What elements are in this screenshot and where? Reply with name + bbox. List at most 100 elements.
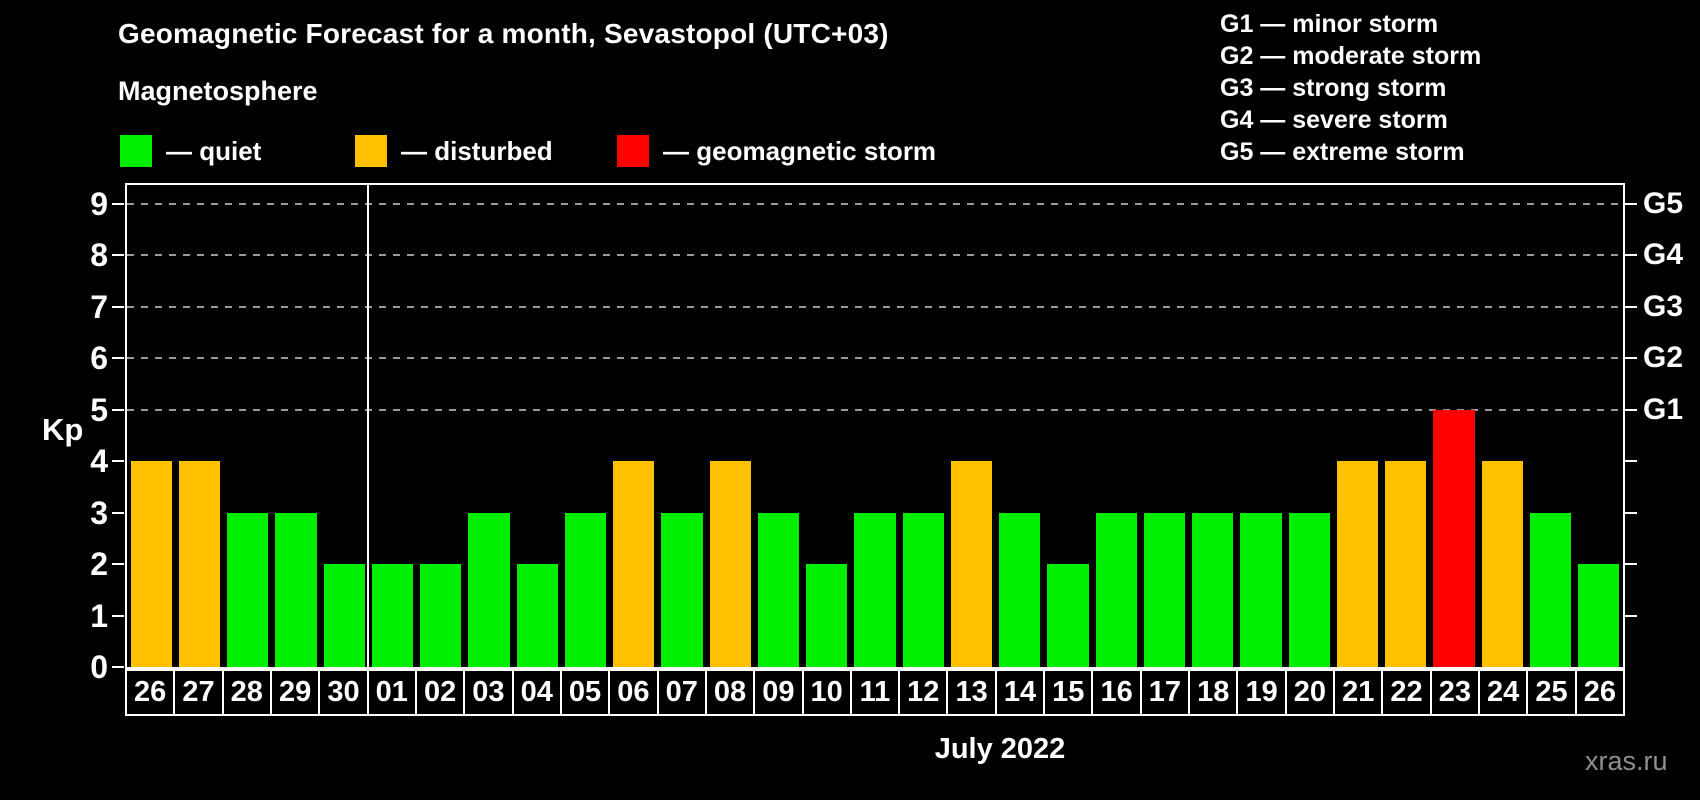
gridline-kp5 xyxy=(127,408,1623,411)
y-axis-tick-label: 9 xyxy=(90,186,108,222)
gridline-kp6 xyxy=(127,357,1623,360)
date-cell: 30 xyxy=(320,671,367,714)
y-axis-tick xyxy=(112,357,124,360)
gridline-kp8 xyxy=(127,254,1623,257)
y-axis-tick xyxy=(112,614,124,617)
date-cell: 23 xyxy=(1431,671,1479,714)
y-axis-tick xyxy=(112,563,124,566)
g-scale-axis-label: G4 xyxy=(1643,238,1684,272)
magnetosphere-label: Magnetosphere xyxy=(118,76,318,106)
date-cell: 19 xyxy=(1238,671,1285,714)
date-cell: 07 xyxy=(658,671,705,714)
gridline-kp7 xyxy=(127,305,1623,308)
g-scale-legend: G1 — minor storm G2 — moderate storm G3 … xyxy=(1220,8,1481,168)
date-cell: 28 xyxy=(223,671,270,714)
date-cell: 25 xyxy=(1528,671,1575,714)
legend-item-label: — quiet xyxy=(166,135,262,166)
kp-bar xyxy=(1143,512,1186,667)
g-scale-axis-label: G1 xyxy=(1643,392,1684,426)
kp-bar xyxy=(323,564,365,667)
kp-bar xyxy=(227,512,269,667)
g-scale-axis-label: G5 xyxy=(1643,187,1684,220)
legend-item-storm: — geomagnetic storm xyxy=(617,134,936,168)
date-cell: 09 xyxy=(755,671,802,714)
kp-bar xyxy=(1095,512,1137,667)
y-axis-tick xyxy=(112,203,124,205)
kp-bar xyxy=(1529,512,1572,667)
y-axis-tick-label: 5 xyxy=(90,391,108,428)
kp-bar xyxy=(468,512,510,667)
kp-bar xyxy=(1047,564,1089,667)
right-axis-tick xyxy=(1625,254,1637,257)
right-axis-tick xyxy=(1625,357,1637,360)
y-axis-tick xyxy=(112,460,124,463)
y-axis-tick xyxy=(112,254,124,257)
g1-legend-line: G1 — minor storm xyxy=(1220,10,1439,38)
y-axis-tick xyxy=(112,511,124,514)
y-axis-tick xyxy=(112,666,124,668)
date-cell: 21 xyxy=(1335,671,1382,714)
g5-legend-line: G5 — extreme storm xyxy=(1220,138,1465,166)
date-cell: 12 xyxy=(900,671,947,714)
y-axis-tick-label: 8 xyxy=(90,237,108,274)
kp-bar xyxy=(950,461,993,667)
kp-bar xyxy=(1385,461,1427,667)
right-axis-tick xyxy=(1625,408,1637,411)
date-cell: 03 xyxy=(465,671,512,714)
gridline-kp9 xyxy=(127,203,1623,205)
kp-bar xyxy=(806,564,848,667)
y-axis-tick-label: 6 xyxy=(90,340,108,377)
date-cell: 08 xyxy=(706,671,754,714)
g4-legend-line: G4 — severe storm xyxy=(1220,106,1448,134)
date-cell: 18 xyxy=(1190,671,1237,714)
date-cell: 14 xyxy=(996,671,1044,714)
right-axis-tick xyxy=(1625,511,1637,514)
g3-legend-line: G3 — strong storm xyxy=(1220,74,1447,102)
kp-bar xyxy=(420,564,462,667)
kp-bar xyxy=(275,512,317,667)
date-cell: 17 xyxy=(1141,671,1189,714)
kp-bar xyxy=(1433,409,1475,667)
month-label: July 2022 xyxy=(934,733,1066,765)
date-cell: 11 xyxy=(851,671,899,714)
kp-bar xyxy=(516,564,558,667)
date-cell: 22 xyxy=(1383,671,1430,714)
date-cell: 02 xyxy=(416,671,464,714)
plot-area xyxy=(125,183,1625,669)
date-cell: 15 xyxy=(1045,671,1092,714)
kp-bar xyxy=(178,461,220,667)
y-axis-tick-label: 2 xyxy=(90,546,108,583)
date-cell: 29 xyxy=(271,671,319,714)
kp-bar xyxy=(757,512,800,667)
disturbed-color-swatch xyxy=(355,135,387,167)
g-scale-axis-label: G2 xyxy=(1643,341,1684,375)
right-axis-tick xyxy=(1625,563,1637,566)
y-axis-tick-label: 0 xyxy=(90,649,108,685)
month-separator xyxy=(367,185,370,667)
date-cell: 26 xyxy=(1576,671,1623,714)
kp-bar xyxy=(661,512,703,667)
kp-axis-label: Kp xyxy=(42,412,84,447)
date-cell: 16 xyxy=(1093,671,1140,714)
kp-bar xyxy=(564,512,607,667)
y-axis-tick-label: 3 xyxy=(90,494,108,531)
g2-legend-line: G2 — moderate storm xyxy=(1220,42,1482,70)
kp-bar xyxy=(709,461,751,667)
legend-item-disturbed: — disturbed xyxy=(355,134,553,168)
kp-bar xyxy=(902,512,944,667)
right-axis-tick xyxy=(1625,305,1637,308)
legend-item-quiet: — quiet xyxy=(120,134,261,168)
kp-bar xyxy=(371,564,414,667)
right-axis-tick xyxy=(1625,460,1637,463)
kp-bar xyxy=(999,512,1041,667)
right-axis-tick xyxy=(1625,614,1637,617)
date-cell: 24 xyxy=(1480,671,1527,714)
kp-bar xyxy=(1192,512,1234,667)
y-axis-tick xyxy=(112,305,124,308)
date-cell: 04 xyxy=(513,671,560,714)
legend-item-label: — disturbed xyxy=(401,135,553,166)
quiet-color-swatch xyxy=(120,135,152,167)
date-cell: 05 xyxy=(561,671,609,714)
y-axis-tick-label: 4 xyxy=(90,443,108,480)
